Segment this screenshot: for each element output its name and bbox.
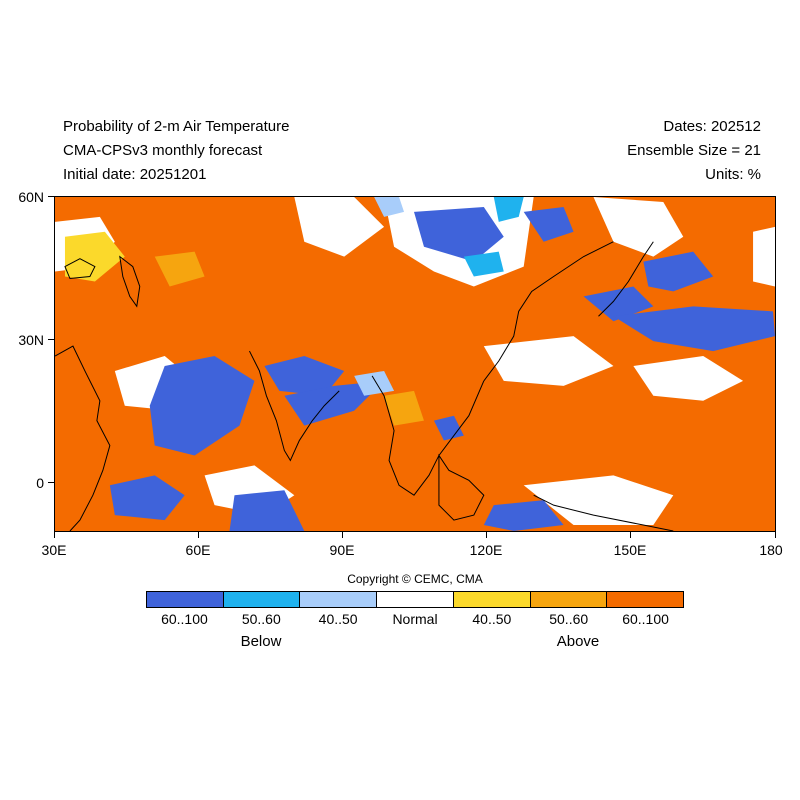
- field-below-60-100: [284, 380, 385, 426]
- legend-swatch: [607, 592, 684, 607]
- lon-label-120e: 120E: [469, 542, 503, 558]
- lon-label-30e: 30E: [41, 542, 67, 558]
- legend-swatch: [147, 592, 224, 607]
- lon-label-60e: 60E: [185, 542, 211, 558]
- lon-tick: [630, 532, 631, 538]
- ensemble-size-text: Ensemble Size = 21: [627, 142, 761, 159]
- field-above-60-100: [55, 197, 775, 531]
- lon-tick: [486, 532, 487, 538]
- legend-group-below: Below: [240, 633, 282, 650]
- legend-group-above: Above: [556, 633, 600, 650]
- lon-label-150e: 150E: [613, 542, 647, 558]
- legend-swatch: [453, 592, 531, 607]
- field-below-60-100: [264, 356, 345, 396]
- legend-label: 50..60: [549, 611, 589, 627]
- field-above-50-60: [384, 390, 424, 426]
- field-normal: [294, 197, 385, 257]
- lon-tick: [54, 532, 55, 538]
- field-normal: [593, 197, 684, 257]
- coastline-arabia: [55, 345, 111, 531]
- field-below-60-100: [433, 415, 464, 441]
- field-below-60-100: [523, 206, 574, 242]
- field-below-60-100: [483, 500, 564, 531]
- field-below-60-100: [229, 490, 305, 531]
- field-below-60-100: [583, 286, 654, 322]
- coastline-china: [483, 241, 614, 382]
- coastline-india: [249, 350, 340, 462]
- title-line-2: CMA-CPSv3 monthly forecast: [63, 142, 263, 159]
- forecast-map: [54, 196, 776, 532]
- field-normal: [633, 356, 744, 401]
- title-line-3: Initial date: 20251201: [63, 166, 207, 183]
- coastline-caspian: [119, 255, 141, 308]
- field-above-50-60: [154, 251, 205, 287]
- legend-label: 40..50: [318, 611, 358, 627]
- lon-tick: [198, 532, 199, 538]
- coastline-japan: [598, 241, 654, 317]
- lat-label-30n: 30N: [18, 332, 44, 348]
- field-below-60-100: [613, 306, 775, 352]
- field-below-60-100: [109, 475, 185, 521]
- lon-tick: [342, 532, 343, 538]
- copyright-text: Copyright © CEMC, CMA: [347, 572, 483, 586]
- lat-label-0: 0: [36, 475, 44, 491]
- lon-label-90e: 90E: [329, 542, 355, 558]
- coastline-black-sea: [64, 258, 96, 280]
- field-below-60-100: [149, 356, 255, 456]
- field-below-60-100: [414, 206, 504, 262]
- units-text: Units: %: [705, 166, 761, 183]
- lat-label-60n: 60N: [18, 189, 44, 205]
- field-below-40-50: [354, 370, 395, 396]
- legend-label: 60..100: [161, 611, 208, 627]
- coastline-borneo: [438, 453, 485, 521]
- legend-label: Normal: [392, 611, 438, 627]
- legend-swatch: [377, 592, 454, 607]
- legend-label: 40..50: [472, 611, 512, 627]
- field-normal: [753, 226, 775, 287]
- title-line-1: Probability of 2-m Air Temperature: [63, 118, 290, 135]
- field-normal: [483, 336, 614, 386]
- lat-tick: [48, 339, 54, 340]
- coastline-newguinea: [533, 494, 674, 531]
- coastline-indochina: [371, 375, 485, 496]
- field-normal: [523, 475, 674, 526]
- lat-tick: [48, 196, 54, 197]
- legend-colorbar: [146, 591, 684, 608]
- dates-text: Dates: 202512: [663, 118, 761, 135]
- probability-field: [55, 197, 775, 531]
- legend-swatch: [300, 592, 378, 607]
- field-above-40-50: [64, 231, 125, 282]
- field-below-40-50: [374, 197, 405, 217]
- lon-label-180: 180: [759, 542, 783, 558]
- legend-label: 60..100: [622, 611, 669, 627]
- legend-swatch: [530, 592, 608, 607]
- field-below-50-60: [493, 197, 524, 222]
- field-below-50-60: [463, 251, 504, 277]
- field-below-60-100: [643, 251, 714, 292]
- legend-swatch: [223, 592, 301, 607]
- legend-label: 50..60: [241, 611, 281, 627]
- lon-tick: [775, 532, 776, 538]
- lat-tick: [48, 482, 54, 483]
